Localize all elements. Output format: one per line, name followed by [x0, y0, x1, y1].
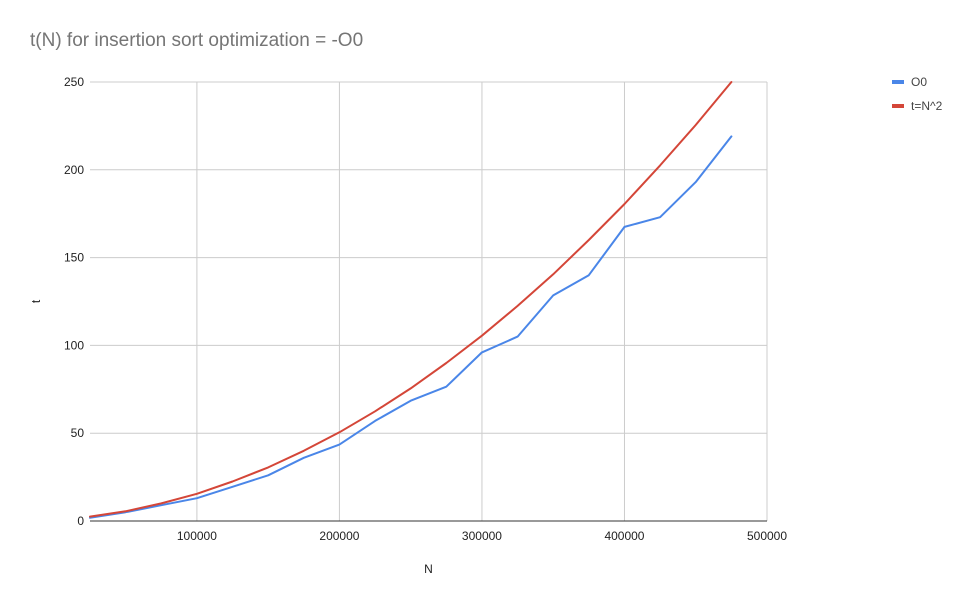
series-line-n-squared	[89, 81, 733, 518]
grid-lines	[90, 81, 768, 521]
x-tick-label: 500000	[747, 529, 787, 543]
x-tick-label: 300000	[462, 529, 502, 543]
legend-label: O0	[911, 75, 927, 89]
legend[interactable]: O0 t=N^2	[892, 75, 943, 113]
x-tick-label: 400000	[604, 529, 644, 543]
legend-swatch	[892, 104, 904, 108]
legend-label: t=N^2	[911, 99, 943, 113]
axes: 0 50 100 150 200 250 100000 200000 300000 400000 5…	[64, 75, 787, 543]
legend-swatch	[892, 80, 904, 84]
series-line-o0	[89, 135, 733, 519]
y-tick-label: 250	[64, 75, 84, 89]
y-tick-label: 150	[64, 251, 84, 265]
y-tick-label: 50	[71, 426, 85, 440]
x-tick-label: 100000	[177, 529, 217, 543]
y-axis-label: t	[29, 299, 43, 303]
y-tick-label: 0	[77, 514, 84, 528]
series-lines	[89, 81, 733, 519]
y-tick-label: 200	[64, 163, 84, 177]
x-axis-label: N	[424, 562, 433, 576]
chart-title: t(N) for insertion sort optimization = -…	[30, 30, 364, 51]
x-tick-label: 200000	[319, 529, 359, 543]
y-tick-label: 100	[64, 338, 84, 352]
